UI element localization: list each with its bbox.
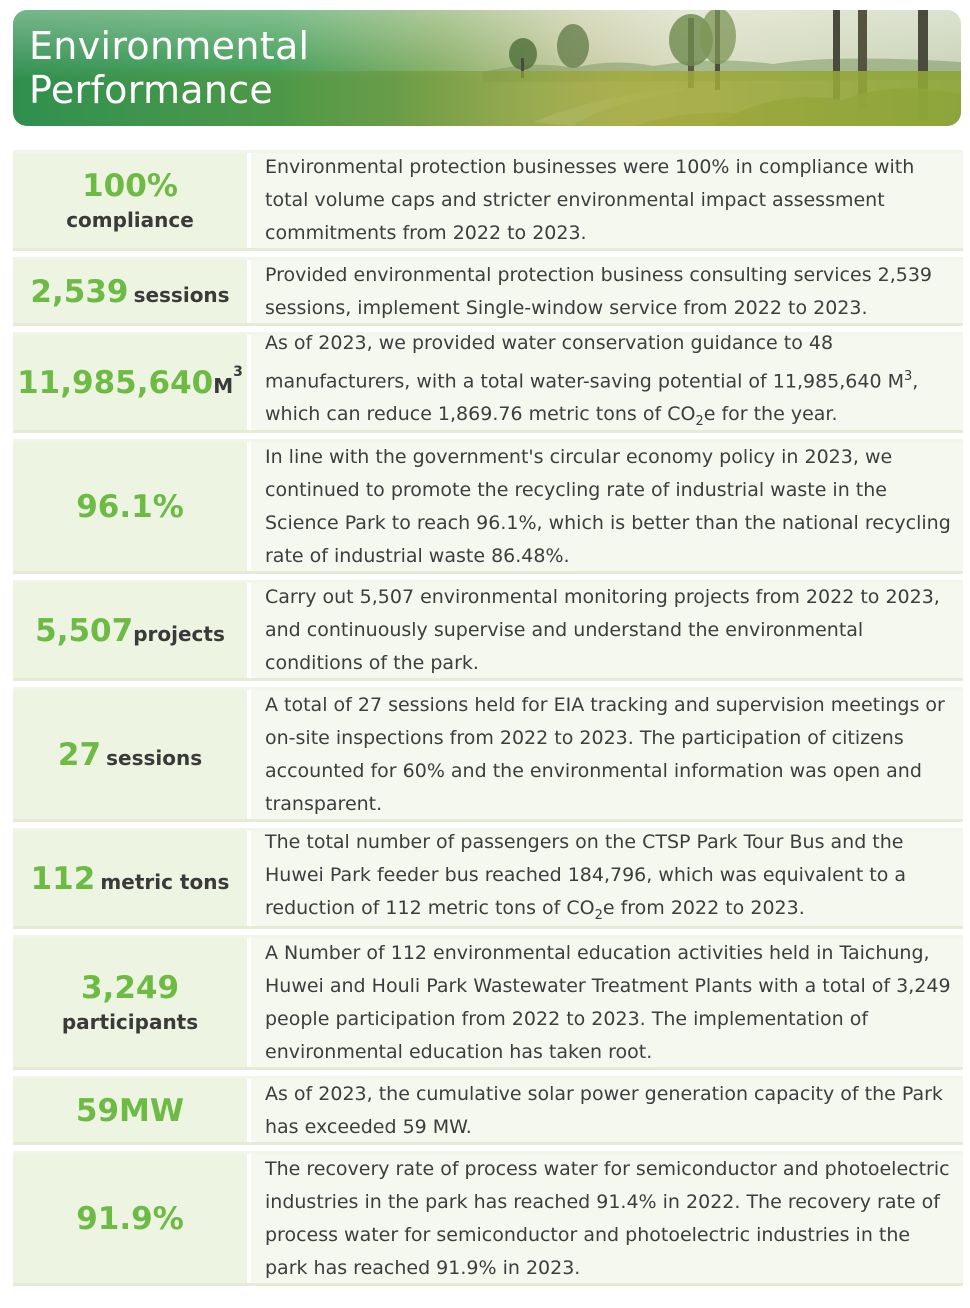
title-line-1: Environmental xyxy=(29,24,310,68)
description-cell: As of 2023, we provided water conservati… xyxy=(251,331,963,430)
description-subscript: 2 xyxy=(695,414,704,430)
stat-cell: 27 sessions xyxy=(13,690,247,819)
title-line-2: Performance xyxy=(29,68,274,112)
table-row: 27 sessions A total of 27 sessions held … xyxy=(13,687,963,822)
banner-field xyxy=(13,71,961,126)
stat-unit: participants xyxy=(61,1009,199,1034)
stat-value: 11,985,640 xyxy=(17,364,214,401)
table-row: 96.1% In line with the government's circ… xyxy=(13,439,963,574)
stat-unit: sessions xyxy=(133,282,230,307)
stat-unit: M xyxy=(213,373,234,398)
stat-value: 112 xyxy=(30,860,96,897)
stat-unit-superscript: 3 xyxy=(233,363,243,380)
description-cell: Provided environmental protection busine… xyxy=(251,260,963,323)
stat-value: 2,539 xyxy=(30,273,129,310)
description-cell: Environmental protection businesses were… xyxy=(251,153,963,248)
table-row: 91.9% The recovery rate of process water… xyxy=(13,1151,963,1286)
stat-unit: compliance xyxy=(66,207,194,232)
stat-value: 100% xyxy=(82,167,178,204)
page-title: Environmental Performance xyxy=(29,24,309,112)
stat-value: 27 xyxy=(57,736,102,773)
table-row: 5,507projects Carry out 5,507 environmen… xyxy=(13,580,963,681)
description-cell: A total of 27 sessions held for EIA trac… xyxy=(251,690,963,819)
description-text: The total number of passengers on the CT… xyxy=(265,830,907,919)
description-subscript: 2 xyxy=(594,907,603,923)
stat-value: 91.9% xyxy=(76,1200,184,1237)
stat-cell: 100% compliance xyxy=(13,153,247,248)
table-row: 3,249 participants A Number of 112 envir… xyxy=(13,935,963,1070)
stat-cell: 59MW xyxy=(13,1079,247,1142)
stat-unit: metric tons xyxy=(100,869,230,894)
stat-cell: 5,507projects xyxy=(13,583,247,678)
description-cell: Carry out 5,507 environmental monitoring… xyxy=(251,583,963,678)
description-cell: The total number of passengers on the CT… xyxy=(251,831,963,926)
stat-value: 3,249 xyxy=(80,969,180,1006)
stat-cell: 11,985,640M3 xyxy=(13,335,247,430)
stat-value: 59MW xyxy=(75,1092,185,1129)
description-text: As of 2023, we provided water conservati… xyxy=(265,331,905,393)
stat-cell: 112 metric tons xyxy=(13,831,247,926)
table-row: 100% compliance Environmental protection… xyxy=(13,150,963,251)
description-text: , which can reduce 1,869.76 metric tons … xyxy=(265,370,919,426)
description-cell: In line with the government's circular e… xyxy=(251,442,963,571)
stat-value: 96.1% xyxy=(76,488,184,525)
stat-cell: 2,539 sessions xyxy=(13,260,247,323)
stat-unit: projects xyxy=(133,621,225,646)
description-text: e for the year. xyxy=(703,403,838,426)
description-superscript: 3 xyxy=(904,368,913,384)
stat-cell: 96.1% xyxy=(13,442,247,571)
description-cell: As of 2023, the cumulative solar power g… xyxy=(251,1079,963,1142)
table-row: 2,539 sessions Provided environmental pr… xyxy=(13,257,963,326)
description-text: e from 2022 to 2023. xyxy=(602,896,805,919)
header-banner: Environmental Performance xyxy=(13,10,961,126)
performance-table: 100% compliance Environmental protection… xyxy=(13,150,963,1292)
table-row: 11,985,640M3 As of 2023, we provided wat… xyxy=(13,332,963,433)
stat-value: 5,507 xyxy=(35,612,134,649)
stat-unit: sessions xyxy=(106,745,203,770)
description-cell: A Number of 112 environmental education … xyxy=(251,938,963,1067)
description-cell: The recovery rate of process water for s… xyxy=(251,1154,963,1283)
table-row: 59MW As of 2023, the cumulative solar po… xyxy=(13,1076,963,1145)
table-row: 112 metric tons The total number of pass… xyxy=(13,828,963,929)
stat-cell: 3,249 participants xyxy=(13,938,247,1067)
stat-cell: 91.9% xyxy=(13,1154,247,1283)
